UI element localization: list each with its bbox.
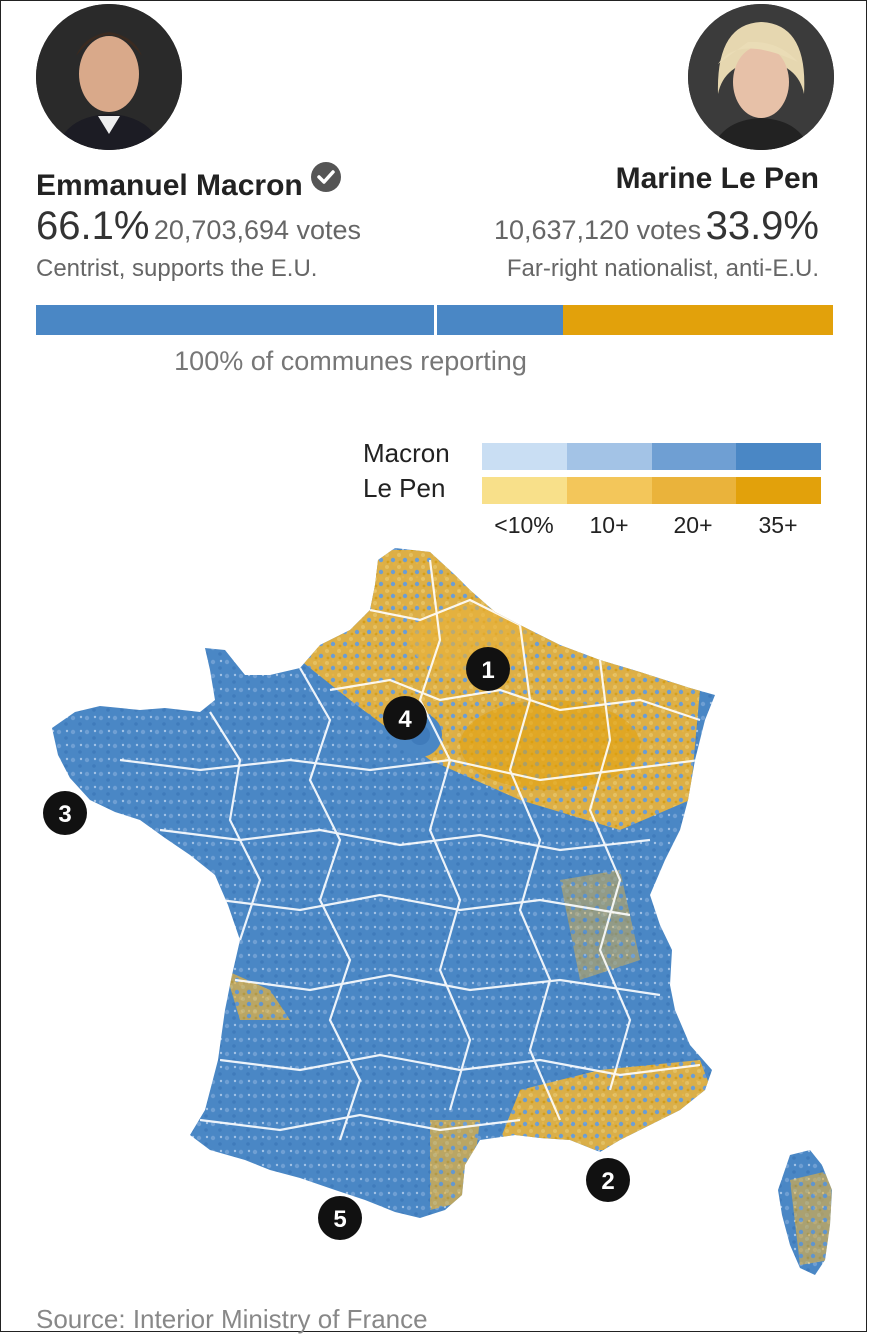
- macron-bar-segment: [36, 305, 563, 335]
- legend-swatch: [651, 443, 737, 470]
- legend-swatch: [651, 477, 737, 504]
- lepen-bar-segment: [563, 305, 833, 335]
- map-marker-4[interactable]: 4: [383, 696, 427, 740]
- map-marker-label: 2: [601, 1168, 614, 1195]
- map-marker-label: 1: [481, 657, 494, 684]
- macron-votes: 20,703,694 votes: [153, 215, 362, 245]
- macron-photo: [36, 4, 182, 150]
- map-marker-label: 4: [398, 706, 412, 733]
- legend-macron-label: Macron: [363, 438, 450, 468]
- legend-tick: 20+: [673, 512, 713, 538]
- legend-macron-scale: [482, 443, 821, 470]
- lepen-votes: 10,637,120 votes: [493, 215, 702, 245]
- legend-swatch: [566, 477, 652, 504]
- map-marker-3[interactable]: 3: [43, 791, 87, 835]
- legend-tick: 10+: [589, 512, 629, 538]
- legend-swatch: [566, 443, 652, 470]
- lepen-description: Far-right nationalist, anti-E.U.: [506, 255, 819, 282]
- map-marker-label: 3: [58, 801, 71, 828]
- legend-swatch: [482, 477, 567, 504]
- legend-tick: <10%: [494, 512, 554, 538]
- lepen-name: Marine Le Pen: [615, 162, 819, 195]
- france-results-map: 1 2 3 4 5: [43, 548, 832, 1275]
- check-circle-icon: [310, 162, 341, 192]
- map-marker-label: 5: [333, 1206, 346, 1233]
- macron-result: 66.1% 20,703,694 votes: [36, 204, 361, 249]
- map-marker-2[interactable]: 2: [586, 1158, 630, 1202]
- reporting-status: 100% of communes reporting: [174, 346, 527, 376]
- map-annotations: 1 2 3 4 5: [43, 647, 630, 1240]
- legend-swatch: [736, 477, 821, 504]
- macron-description: Centrist, supports the E.U.: [36, 255, 318, 282]
- map-marker-5[interactable]: 5: [318, 1196, 362, 1240]
- legend-swatch: [736, 443, 821, 470]
- macron-percent: 66.1%: [36, 204, 150, 248]
- macron-name: Emmanuel Macron: [36, 162, 341, 203]
- source-credit: Source: Interior Ministry of France: [36, 1304, 428, 1334]
- map-marker-1[interactable]: 1: [466, 647, 510, 691]
- legend-swatch: [482, 443, 567, 470]
- legend-lepen-scale: [482, 477, 821, 504]
- result-bar: [36, 305, 833, 335]
- lepen-photo: [688, 4, 834, 150]
- lepen-result: 10,637,120 votes 33.9%: [494, 204, 819, 249]
- majority-divider: [434, 305, 437, 335]
- legend-tick: 35+: [758, 512, 798, 538]
- legend-lepen-label: Le Pen: [363, 473, 446, 503]
- lepen-percent: 33.9%: [705, 204, 819, 248]
